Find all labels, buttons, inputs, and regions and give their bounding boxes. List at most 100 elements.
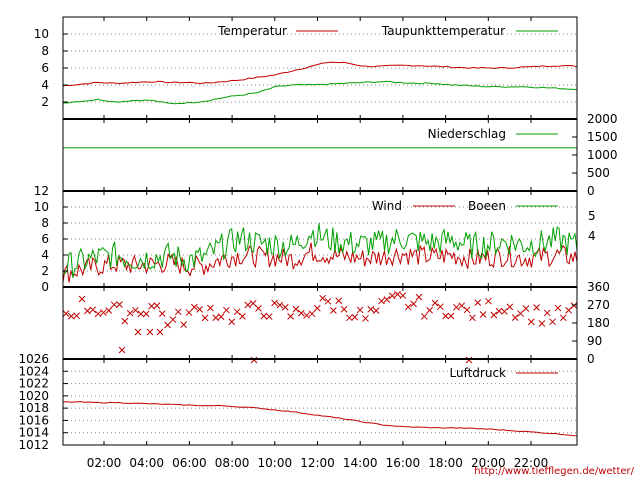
y-tick-label: 8: [41, 216, 49, 230]
wind-direction-point: [303, 312, 310, 319]
wind-direction-point: [94, 310, 102, 318]
y-tick-label: 500: [587, 166, 610, 180]
y-tick-label: 6: [41, 232, 49, 246]
wind-direction-point: [174, 308, 182, 316]
wind-direction-point: [308, 310, 316, 318]
wind-direction-point: [62, 310, 70, 317]
y-tick-label: 180: [587, 316, 610, 330]
y-tick-label: 1022: [18, 377, 49, 391]
y-tick-label: 0: [587, 352, 595, 366]
wind-direction-point: [164, 321, 171, 329]
wind-direction-point: [319, 294, 327, 302]
wind-direction-point: [249, 299, 257, 307]
wind-direction-point: [383, 296, 391, 303]
wind-direction-point: [100, 309, 107, 316]
y-tick-label: 1012: [18, 438, 49, 452]
wind-direction-point: [228, 318, 236, 326]
y-tick-label: 90: [587, 334, 602, 348]
wind-direction-point: [158, 310, 166, 317]
wind-direction-point: [490, 311, 498, 319]
wind-direction-point: [271, 299, 278, 307]
series-line: [62, 401, 578, 437]
y-tick-label: 10: [34, 200, 49, 214]
x-tick-label: 08:00: [215, 456, 250, 470]
wind-direction-point: [118, 346, 126, 354]
wind-direction-point: [134, 328, 142, 336]
wind-direction-point: [356, 306, 364, 314]
wind-direction-point: [153, 302, 161, 309]
wind-direction-point: [105, 307, 113, 314]
wind-direction-point: [287, 313, 294, 320]
y-tick-label: 2000: [587, 112, 618, 126]
y-tick-label: 1024: [18, 364, 49, 378]
source-url[interactable]: http://www.tiefflegen.de/wetter/: [474, 466, 634, 477]
text-layer: 2 4 6 8 10 Temperatur Taupunkttemperatur 0 500 10…: [18, 24, 617, 470]
y-tick-label: 270: [587, 298, 610, 312]
y-tick-label: 6: [41, 61, 49, 75]
wind-direction-point: [313, 304, 321, 312]
wind-direction-point: [565, 306, 573, 314]
y2-tick-label: 5: [588, 209, 596, 223]
legend-label: Boeen: [468, 199, 506, 213]
legend-label: Temperatur: [217, 24, 287, 38]
data-layer: [62, 61, 578, 437]
wind-direction-point: [330, 307, 337, 314]
y-tick-label: 1016: [18, 413, 49, 427]
wind-direction-point: [431, 299, 439, 307]
y-tick-label: 1026: [18, 352, 49, 366]
wind-direction-point: [260, 312, 268, 320]
wind-direction-point: [126, 309, 134, 317]
wind-direction-point: [156, 328, 164, 336]
wind-direction-point: [351, 313, 359, 321]
wind-direction-point: [501, 308, 508, 315]
y-tick-label: 4: [41, 78, 49, 92]
wind-direction-point: [404, 303, 412, 311]
x-tick-label: 18:00: [428, 456, 463, 470]
wind-direction-point: [559, 314, 567, 322]
x-tick-label: 16:00: [386, 456, 421, 470]
y-tick-label: 2: [41, 95, 49, 109]
wind-direction-point: [367, 305, 375, 313]
wind-direction-point: [84, 307, 91, 315]
wind-direction-point: [281, 303, 289, 311]
y-tick-label: 1500: [587, 130, 618, 144]
y2-tick-label: 4: [588, 229, 596, 243]
wind-direction-point: [116, 301, 123, 308]
wind-direction-point: [244, 301, 252, 309]
y-tick-label: 1018: [18, 401, 49, 415]
wind-direction-point: [522, 305, 530, 312]
wind-direction-point: [89, 306, 97, 314]
wind-direction-point: [146, 328, 154, 336]
wind-direction-point: [362, 315, 369, 322]
wind-direction-point: [426, 306, 433, 314]
wind-direction-point: [180, 321, 187, 329]
y-tick-label: 10: [34, 27, 49, 41]
wind-direction-point: [78, 295, 86, 303]
wind-direction-point: [527, 318, 535, 326]
panel-frame: [62, 286, 578, 360]
x-tick-label: 04:00: [129, 456, 164, 470]
y-tick-label: 1014: [18, 426, 49, 440]
wind-direction-point: [265, 313, 273, 320]
x-tick-label: 12:00: [300, 456, 335, 470]
legend-label: Taupunkttemperatur: [381, 24, 505, 38]
wind-direction-point: [388, 292, 396, 300]
wind-direction-point: [169, 316, 177, 323]
wind-direction-point: [458, 302, 466, 310]
wind-direction-point: [201, 314, 209, 322]
grid-layer: [63, 33, 577, 446]
series-line: [62, 223, 578, 278]
x-tick-label: 14:00: [343, 456, 378, 470]
wind-direction-point: [73, 312, 81, 320]
x-tick-label: 02:00: [87, 456, 122, 470]
wind-direction-point: [148, 302, 155, 310]
wind-direction-point: [469, 314, 476, 322]
x-tick-label: 10:00: [258, 456, 293, 470]
series-line: [62, 80, 578, 105]
wind-direction-point: [415, 293, 423, 301]
wind-direction-point: [399, 292, 407, 299]
wind-direction-point: [292, 305, 300, 313]
wind-direction-point: [340, 305, 348, 313]
legend-label: Luftdruck: [449, 366, 506, 380]
